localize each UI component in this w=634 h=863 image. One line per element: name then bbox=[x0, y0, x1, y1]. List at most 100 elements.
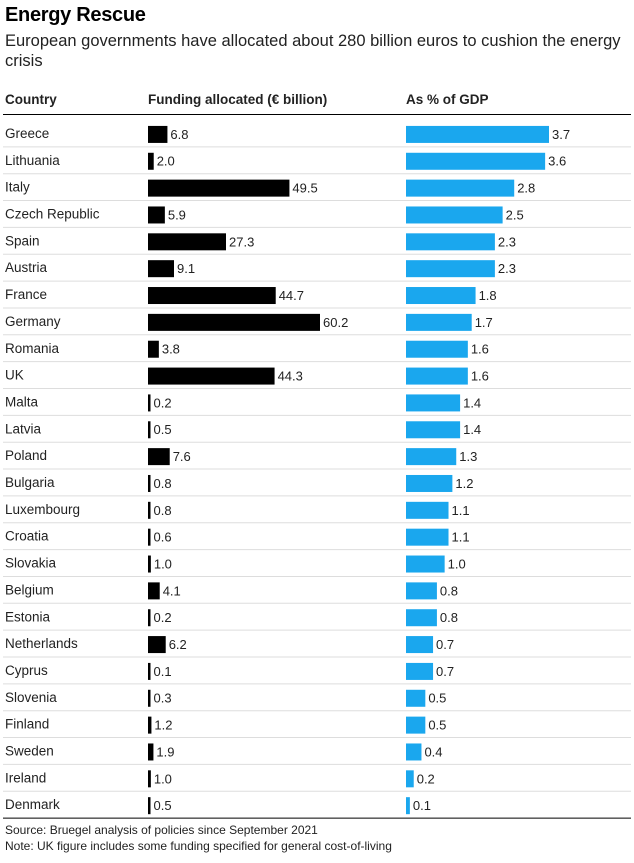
gdp-bar-germany bbox=[406, 313, 472, 331]
gdp-bar-latvia bbox=[406, 421, 461, 439]
country-label-belgium: Belgium bbox=[5, 582, 54, 597]
funding-value-uk: 44.3 bbox=[278, 369, 303, 384]
chart-subtitle: European governments have allocated abou… bbox=[5, 32, 621, 70]
funding-bar-sweden bbox=[148, 743, 154, 761]
funding-bar-lithuania bbox=[148, 152, 154, 170]
country-label-lithuania: Lithuania bbox=[5, 153, 60, 168]
gdp-bar-luxembourg bbox=[406, 501, 449, 519]
gdp-value-germany: 1.7 bbox=[475, 315, 493, 330]
country-label-slovenia: Slovenia bbox=[5, 690, 57, 705]
funding-value-spain: 27.3 bbox=[229, 234, 254, 249]
gdp-value-sweden: 0.4 bbox=[424, 744, 442, 759]
gdp-bar-czech-republic bbox=[406, 206, 503, 224]
funding-value-greece: 6.8 bbox=[170, 127, 188, 142]
gdp-value-finland: 0.5 bbox=[428, 718, 446, 733]
country-label-ireland: Ireland bbox=[5, 770, 46, 785]
bar-chart: Greece 6.8 3.7 Lithuania 2.0 3.6 Italy 49.5 2.8 C… bbox=[3, 125, 631, 819]
gdp-bar-estonia bbox=[406, 609, 437, 627]
funding-value-czech-republic: 5.9 bbox=[168, 207, 186, 222]
gdp-value-latvia: 1.4 bbox=[463, 422, 481, 437]
country-label-greece: Greece bbox=[5, 126, 49, 141]
funding-bar-romania bbox=[148, 340, 159, 358]
country-label-austria: Austria bbox=[5, 260, 48, 275]
gdp-value-spain: 2.3 bbox=[498, 234, 516, 249]
gdp-value-ireland: 0.2 bbox=[417, 771, 435, 786]
gdp-bar-malta bbox=[406, 394, 461, 412]
funding-value-croatia: 0.6 bbox=[154, 530, 172, 545]
country-label-malta: Malta bbox=[5, 394, 39, 409]
gdp-value-uk: 1.6 bbox=[471, 369, 489, 384]
funding-value-estonia: 0.2 bbox=[154, 610, 172, 625]
funding-bar-ireland bbox=[148, 770, 151, 788]
funding-bar-belgium bbox=[148, 582, 160, 600]
country-label-romania: Romania bbox=[5, 341, 60, 356]
country-label-latvia: Latvia bbox=[5, 421, 42, 436]
funding-bar-italy bbox=[148, 179, 290, 197]
gdp-value-croatia: 1.1 bbox=[452, 530, 470, 545]
funding-value-finland: 1.2 bbox=[154, 718, 172, 733]
gdp-bar-spain bbox=[406, 233, 495, 251]
funding-bar-latvia bbox=[148, 421, 151, 439]
funding-value-luxembourg: 0.8 bbox=[154, 503, 172, 518]
column-header-gdp: As % of GDP bbox=[406, 92, 489, 107]
gdp-value-czech-republic: 2.5 bbox=[506, 207, 524, 222]
gdp-value-italy: 2.8 bbox=[517, 181, 535, 196]
funding-value-austria: 9.1 bbox=[177, 261, 195, 276]
funding-value-germany: 60.2 bbox=[323, 315, 348, 330]
gdp-bar-romania bbox=[406, 340, 468, 358]
funding-bar-poland bbox=[148, 448, 170, 466]
gdp-value-greece: 3.7 bbox=[552, 127, 570, 142]
funding-bar-greece bbox=[148, 125, 168, 143]
gdp-bar-uk bbox=[406, 367, 468, 385]
gdp-bar-denmark bbox=[406, 797, 410, 815]
funding-value-romania: 3.8 bbox=[162, 342, 180, 357]
chart-title: Energy Rescue bbox=[5, 4, 146, 26]
gdp-value-slovenia: 0.5 bbox=[428, 691, 446, 706]
country-label-luxembourg: Luxembourg bbox=[5, 502, 80, 517]
gdp-bar-bulgaria bbox=[406, 474, 453, 492]
funding-bar-spain bbox=[148, 233, 226, 251]
country-label-uk: UK bbox=[5, 368, 24, 383]
gdp-bar-italy bbox=[406, 179, 515, 197]
country-label-estonia: Estonia bbox=[5, 609, 51, 624]
country-label-netherlands: Netherlands bbox=[5, 636, 78, 651]
funding-value-sweden: 1.9 bbox=[156, 744, 174, 759]
country-label-denmark: Denmark bbox=[5, 797, 60, 812]
column-header-country: Country bbox=[5, 92, 57, 107]
country-label-france: France bbox=[5, 287, 47, 302]
gdp-value-france: 1.8 bbox=[479, 288, 497, 303]
country-label-bulgaria: Bulgaria bbox=[5, 475, 55, 490]
funding-value-netherlands: 6.2 bbox=[169, 637, 187, 652]
gdp-value-bulgaria: 1.2 bbox=[455, 476, 473, 491]
funding-bar-bulgaria bbox=[148, 474, 151, 492]
funding-bar-germany bbox=[148, 313, 320, 331]
funding-value-italy: 49.5 bbox=[292, 181, 317, 196]
country-label-slovakia: Slovakia bbox=[5, 556, 57, 571]
gdp-bar-slovakia bbox=[406, 555, 445, 573]
gdp-bar-greece bbox=[406, 125, 549, 143]
funding-value-slovakia: 1.0 bbox=[154, 556, 172, 571]
funding-bar-estonia bbox=[148, 609, 151, 627]
country-label-cyprus: Cyprus bbox=[5, 663, 48, 678]
funding-value-lithuania: 2.0 bbox=[157, 154, 175, 169]
gdp-bar-lithuania bbox=[406, 152, 546, 170]
gdp-value-netherlands: 0.7 bbox=[436, 637, 454, 652]
country-label-sweden: Sweden bbox=[5, 744, 54, 759]
funding-bar-denmark bbox=[148, 797, 151, 815]
funding-bar-slovenia bbox=[148, 689, 151, 707]
funding-bar-czech-republic bbox=[148, 206, 165, 224]
funding-value-ireland: 1.0 bbox=[154, 771, 172, 786]
country-label-czech-republic: Czech Republic bbox=[5, 207, 100, 222]
gdp-value-cyprus: 0.7 bbox=[436, 664, 454, 679]
funding-bar-netherlands bbox=[148, 636, 166, 654]
gdp-bar-france bbox=[406, 287, 476, 305]
gdp-bar-cyprus bbox=[406, 662, 434, 680]
country-label-croatia: Croatia bbox=[5, 529, 49, 544]
gdp-bar-finland bbox=[406, 716, 426, 734]
gdp-value-austria: 2.3 bbox=[498, 261, 516, 276]
gdp-value-luxembourg: 1.1 bbox=[452, 503, 470, 518]
header-divider bbox=[3, 114, 631, 115]
funding-bar-malta bbox=[148, 394, 151, 412]
funding-value-denmark: 0.5 bbox=[154, 798, 172, 813]
gdp-bar-netherlands bbox=[406, 636, 434, 654]
